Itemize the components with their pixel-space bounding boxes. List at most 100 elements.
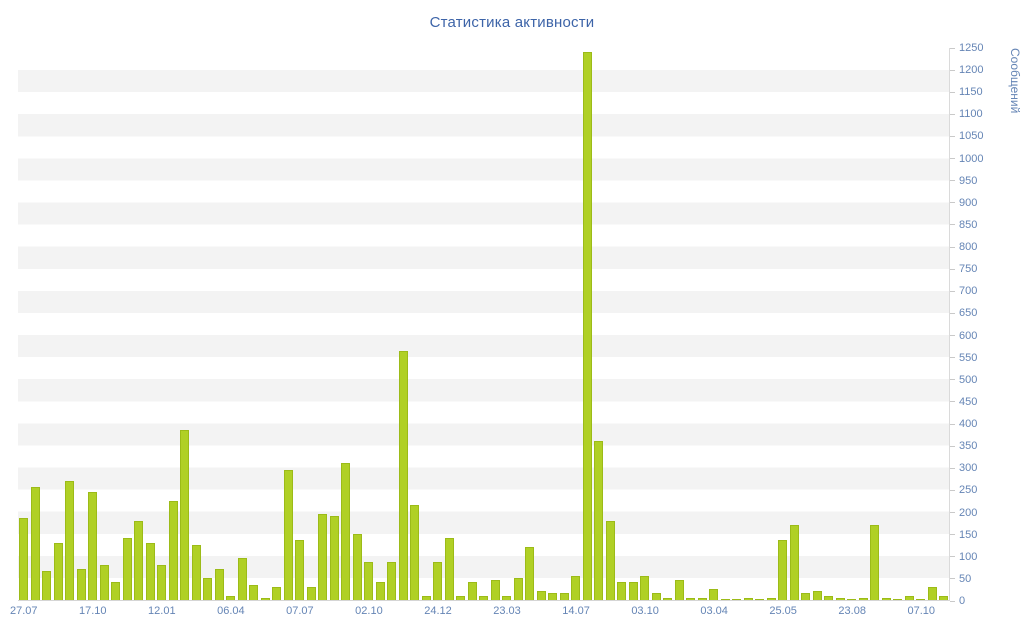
bar[interactable] [421, 595, 431, 600]
bar[interactable] [720, 598, 730, 600]
bar[interactable] [571, 575, 581, 600]
bar[interactable] [295, 540, 305, 600]
bar[interactable] [467, 582, 477, 600]
bar[interactable] [214, 569, 224, 600]
y-axis-tick-label: 100 [959, 550, 978, 563]
bar[interactable] [939, 595, 949, 600]
bar[interactable] [548, 593, 558, 600]
bar[interactable] [743, 597, 753, 600]
bar[interactable] [111, 582, 121, 600]
bar[interactable] [122, 538, 132, 600]
bar[interactable] [180, 429, 190, 600]
bar[interactable] [145, 542, 155, 600]
bar[interactable] [237, 558, 247, 600]
bar[interactable] [502, 595, 512, 600]
bar[interactable] [157, 564, 167, 600]
y-axis-tick-mark [950, 534, 955, 536]
bar[interactable] [686, 597, 696, 600]
bar[interactable] [76, 569, 86, 600]
bar[interactable] [789, 524, 799, 600]
bar-slot [145, 48, 157, 600]
bar[interactable] [893, 598, 903, 600]
bar[interactable] [755, 598, 765, 600]
bar[interactable] [30, 487, 40, 600]
bar[interactable] [513, 577, 523, 600]
bar[interactable] [134, 520, 144, 600]
bar-slot [685, 48, 697, 600]
bar[interactable] [709, 588, 719, 600]
bar[interactable] [249, 584, 259, 600]
x-axis-tick-label: 23.03 [493, 605, 521, 617]
bar[interactable] [640, 575, 650, 600]
bar[interactable] [272, 586, 282, 600]
bar[interactable] [732, 598, 742, 600]
bar[interactable] [927, 586, 937, 600]
bar[interactable] [260, 597, 270, 600]
bar-slot [133, 48, 145, 600]
bar[interactable] [352, 533, 362, 600]
bar[interactable] [697, 597, 707, 600]
bar[interactable] [88, 491, 98, 600]
bar[interactable] [617, 582, 627, 600]
bar[interactable] [674, 580, 684, 600]
y-axis-tick-mark [950, 335, 955, 337]
chart-title: Статистика активности [429, 14, 595, 31]
bar[interactable] [398, 350, 408, 600]
bar[interactable] [858, 597, 868, 600]
bar[interactable] [456, 595, 466, 600]
bar[interactable] [410, 505, 420, 600]
bar[interactable] [444, 538, 454, 600]
bar[interactable] [42, 571, 52, 600]
bar[interactable] [387, 562, 397, 600]
bar[interactable] [226, 595, 236, 600]
bar[interactable] [766, 597, 776, 600]
bar[interactable] [490, 580, 500, 600]
bar[interactable] [203, 577, 213, 600]
y-axis-tick-label: 750 [959, 263, 978, 276]
bar[interactable] [364, 562, 374, 600]
bar[interactable] [168, 500, 178, 600]
bar[interactable] [559, 593, 569, 600]
bar[interactable] [778, 540, 788, 600]
y-axis-tick-label: 300 [959, 462, 978, 475]
plot-area [18, 48, 950, 601]
bar[interactable] [663, 597, 673, 600]
bar[interactable] [433, 562, 443, 600]
bar-slot [708, 48, 720, 600]
bar[interactable] [283, 469, 293, 600]
bar[interactable] [812, 591, 822, 600]
bar[interactable] [651, 593, 661, 600]
bar[interactable] [881, 597, 891, 600]
bar[interactable] [536, 591, 546, 600]
y-axis-ticks [950, 47, 955, 602]
bar-slot [260, 48, 272, 600]
bar[interactable] [582, 52, 592, 600]
bar[interactable] [479, 595, 489, 600]
bar-slot [156, 48, 168, 600]
bar[interactable] [306, 586, 316, 600]
bar[interactable] [824, 595, 834, 600]
bar[interactable] [341, 463, 351, 600]
bar[interactable] [916, 598, 926, 600]
bar[interactable] [65, 480, 75, 600]
bar[interactable] [525, 547, 535, 600]
bar[interactable] [628, 582, 638, 600]
bar[interactable] [329, 516, 339, 600]
bar[interactable] [904, 595, 914, 600]
bar-slot [271, 48, 283, 600]
bar[interactable] [835, 597, 845, 600]
bar[interactable] [375, 582, 385, 600]
bar[interactable] [318, 513, 328, 600]
bar[interactable] [870, 524, 880, 600]
bar[interactable] [801, 593, 811, 600]
y-axis-tick-label: 150 [959, 528, 978, 541]
bar[interactable] [594, 441, 604, 600]
bar-slot [938, 48, 950, 600]
bar[interactable] [605, 520, 615, 600]
bar[interactable] [53, 542, 63, 600]
bar[interactable] [99, 564, 109, 600]
bar[interactable] [847, 598, 857, 600]
bar[interactable] [19, 518, 29, 600]
y-axis-tick-mark [950, 556, 955, 558]
bar[interactable] [191, 544, 201, 600]
